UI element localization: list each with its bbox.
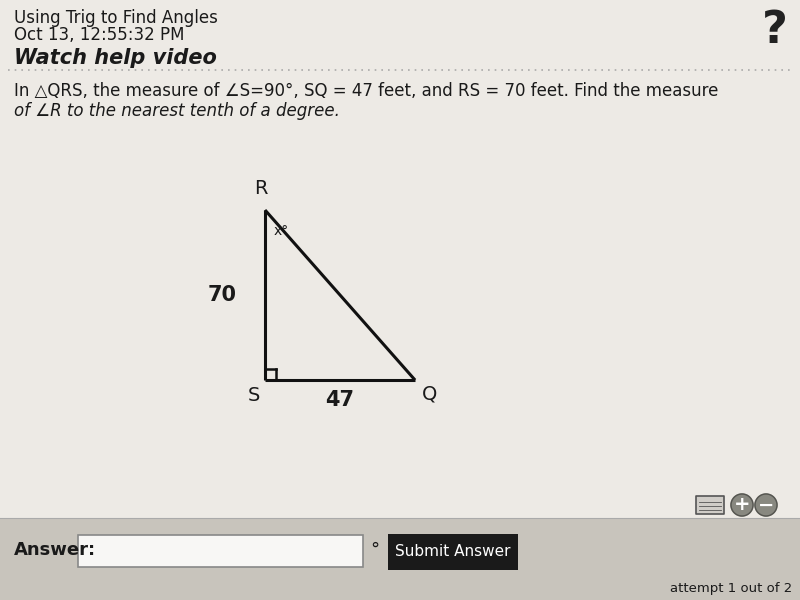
Text: R: R [254, 179, 268, 198]
Text: attempt 1 out of 2: attempt 1 out of 2 [670, 582, 792, 595]
Text: Watch help video: Watch help video [14, 48, 217, 68]
Text: Using Trig to Find Angles: Using Trig to Find Angles [14, 9, 218, 27]
Text: −: − [758, 496, 774, 514]
Text: ?: ? [762, 9, 788, 52]
Bar [0, 518, 800, 600]
Bar [388, 534, 518, 570]
Text: In △QRS, the measure of ∠S=90°, SQ = 47 feet, and RS = 70 feet. Find the measure: In △QRS, the measure of ∠S=90°, SQ = 47 … [14, 82, 718, 100]
Circle shape [755, 494, 777, 516]
Text: Oct 13, 12:55:32 PM: Oct 13, 12:55:32 PM [14, 26, 185, 44]
Bar [0, 0, 800, 520]
Text: +: + [734, 496, 750, 514]
Text: Answer:: Answer: [14, 541, 96, 559]
Text: °: ° [370, 541, 379, 559]
Circle shape [731, 494, 753, 516]
Text: 47: 47 [326, 390, 354, 410]
Bar [696, 496, 724, 514]
Text: of ∠R to the nearest tenth of a degree.: of ∠R to the nearest tenth of a degree. [14, 102, 340, 120]
Text: Q: Q [422, 384, 438, 403]
Bar [78, 535, 363, 567]
Text: 70: 70 [208, 285, 237, 305]
Text: Submit Answer: Submit Answer [395, 545, 510, 559]
Text: S: S [248, 386, 260, 405]
Text: x°: x° [274, 224, 290, 238]
